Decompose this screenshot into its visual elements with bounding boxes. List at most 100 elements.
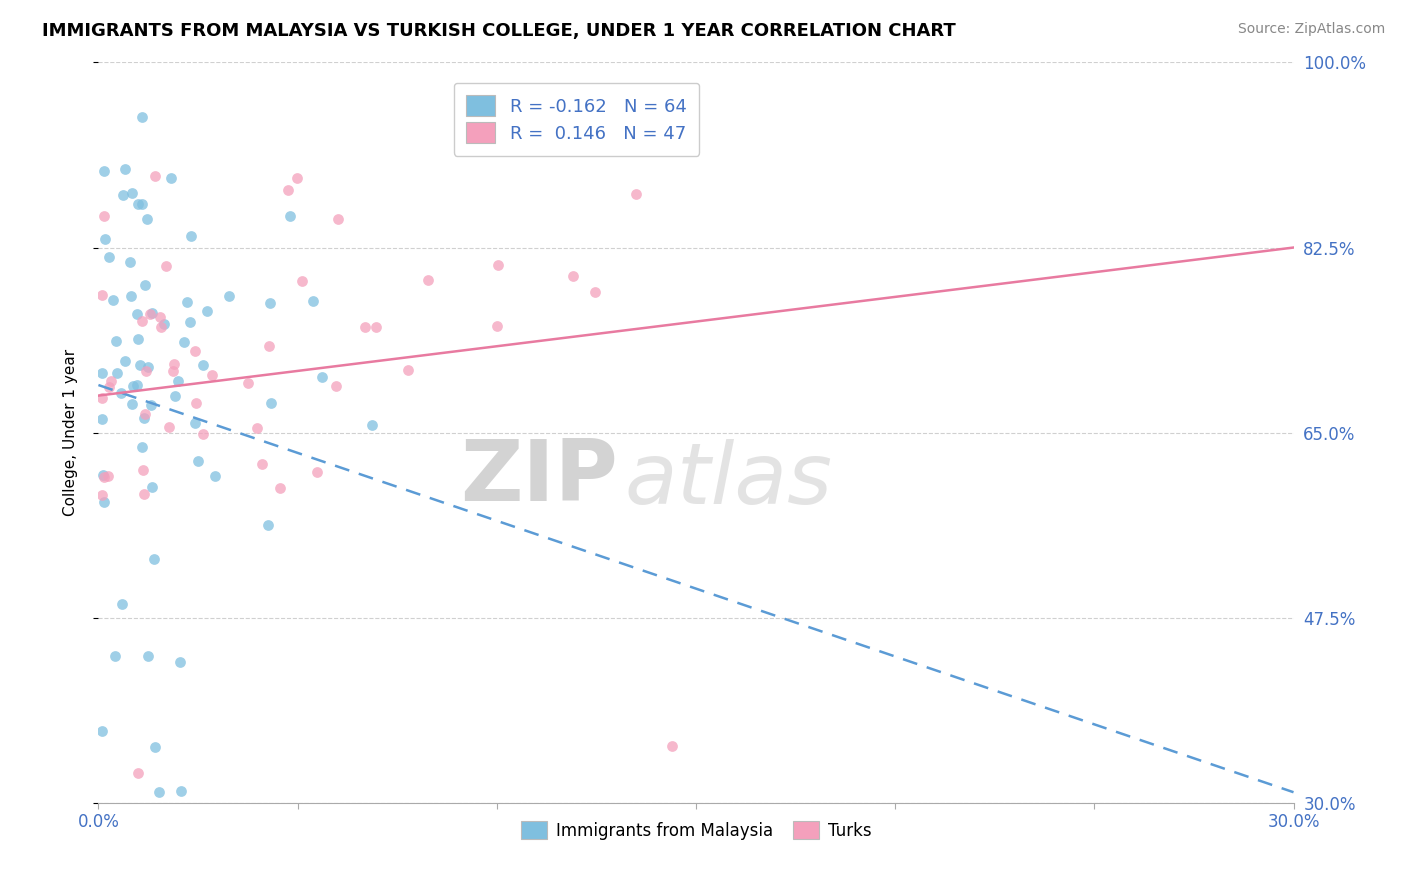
Point — [361, 418, 384, 433]
Point — [121, 397, 143, 411]
Point — [183, 344, 205, 359]
Point — [184, 395, 207, 409]
Point — [162, 364, 184, 378]
Point — [131, 440, 153, 454]
Point — [364, 320, 387, 334]
Point — [285, 171, 308, 186]
Point — [94, 232, 117, 246]
Point — [114, 354, 136, 368]
Point — [153, 317, 176, 331]
Point — [257, 338, 280, 352]
Point — [302, 293, 325, 308]
Point — [93, 164, 115, 178]
Text: ZIP: ZIP — [461, 435, 619, 518]
Point — [250, 457, 273, 471]
Point — [91, 723, 114, 738]
Point — [187, 454, 209, 468]
Point — [163, 357, 186, 371]
Point — [561, 268, 583, 283]
Point — [104, 648, 127, 663]
Point — [169, 656, 191, 670]
Point — [143, 169, 166, 184]
Point — [191, 427, 214, 442]
Point — [259, 296, 281, 310]
Point — [326, 212, 349, 227]
Point — [311, 370, 333, 384]
Point — [155, 259, 177, 273]
Point — [110, 597, 132, 611]
Point — [661, 739, 683, 754]
Point — [269, 481, 291, 495]
Point — [257, 518, 280, 533]
Point — [131, 110, 153, 124]
Point — [148, 785, 170, 799]
Point — [142, 552, 165, 566]
Point — [184, 416, 207, 430]
Point — [170, 783, 193, 797]
Point — [157, 420, 180, 434]
Point — [125, 307, 148, 321]
Point — [136, 359, 159, 374]
Point — [127, 332, 149, 346]
Point — [141, 306, 163, 320]
Point — [139, 307, 162, 321]
Point — [149, 319, 172, 334]
Point — [159, 170, 181, 185]
Point — [277, 183, 299, 197]
Y-axis label: College, Under 1 year: College, Under 1 year — [63, 349, 77, 516]
Legend: Immigrants from Malaysia, Turks: Immigrants from Malaysia, Turks — [515, 814, 877, 847]
Point — [141, 480, 163, 494]
Point — [131, 314, 153, 328]
Point — [236, 376, 259, 390]
Point — [91, 392, 114, 406]
Point — [135, 212, 157, 227]
Point — [193, 358, 215, 372]
Point — [91, 468, 114, 483]
Point — [127, 197, 149, 211]
Point — [134, 408, 156, 422]
Point — [134, 278, 156, 293]
Point — [135, 363, 157, 377]
Point — [91, 412, 114, 426]
Point — [176, 294, 198, 309]
Point — [120, 289, 142, 303]
Point — [111, 187, 134, 202]
Point — [110, 386, 132, 401]
Point — [173, 334, 195, 349]
Point — [583, 285, 606, 300]
Point — [132, 411, 155, 425]
Point — [132, 463, 155, 477]
Point — [354, 319, 377, 334]
Point — [624, 186, 647, 201]
Point — [180, 229, 202, 244]
Point — [307, 466, 329, 480]
Point — [104, 334, 127, 348]
Point — [165, 389, 187, 403]
Point — [166, 374, 188, 388]
Point — [260, 395, 283, 409]
Point — [179, 315, 201, 329]
Point — [131, 196, 153, 211]
Point — [418, 273, 440, 287]
Point — [127, 766, 149, 780]
Point — [128, 359, 150, 373]
Point — [100, 374, 122, 388]
Point — [98, 380, 121, 394]
Point — [204, 469, 226, 483]
Point — [105, 366, 128, 380]
Point — [114, 161, 136, 176]
Point — [280, 210, 302, 224]
Point — [93, 469, 115, 483]
Point — [486, 258, 509, 272]
Point — [121, 379, 143, 393]
Point — [97, 469, 120, 483]
Point — [246, 421, 269, 435]
Point — [149, 310, 172, 324]
Point — [121, 186, 143, 200]
Point — [325, 379, 347, 393]
Point — [218, 288, 240, 302]
Point — [136, 648, 159, 663]
Point — [291, 274, 314, 288]
Point — [101, 293, 124, 308]
Point — [195, 304, 218, 318]
